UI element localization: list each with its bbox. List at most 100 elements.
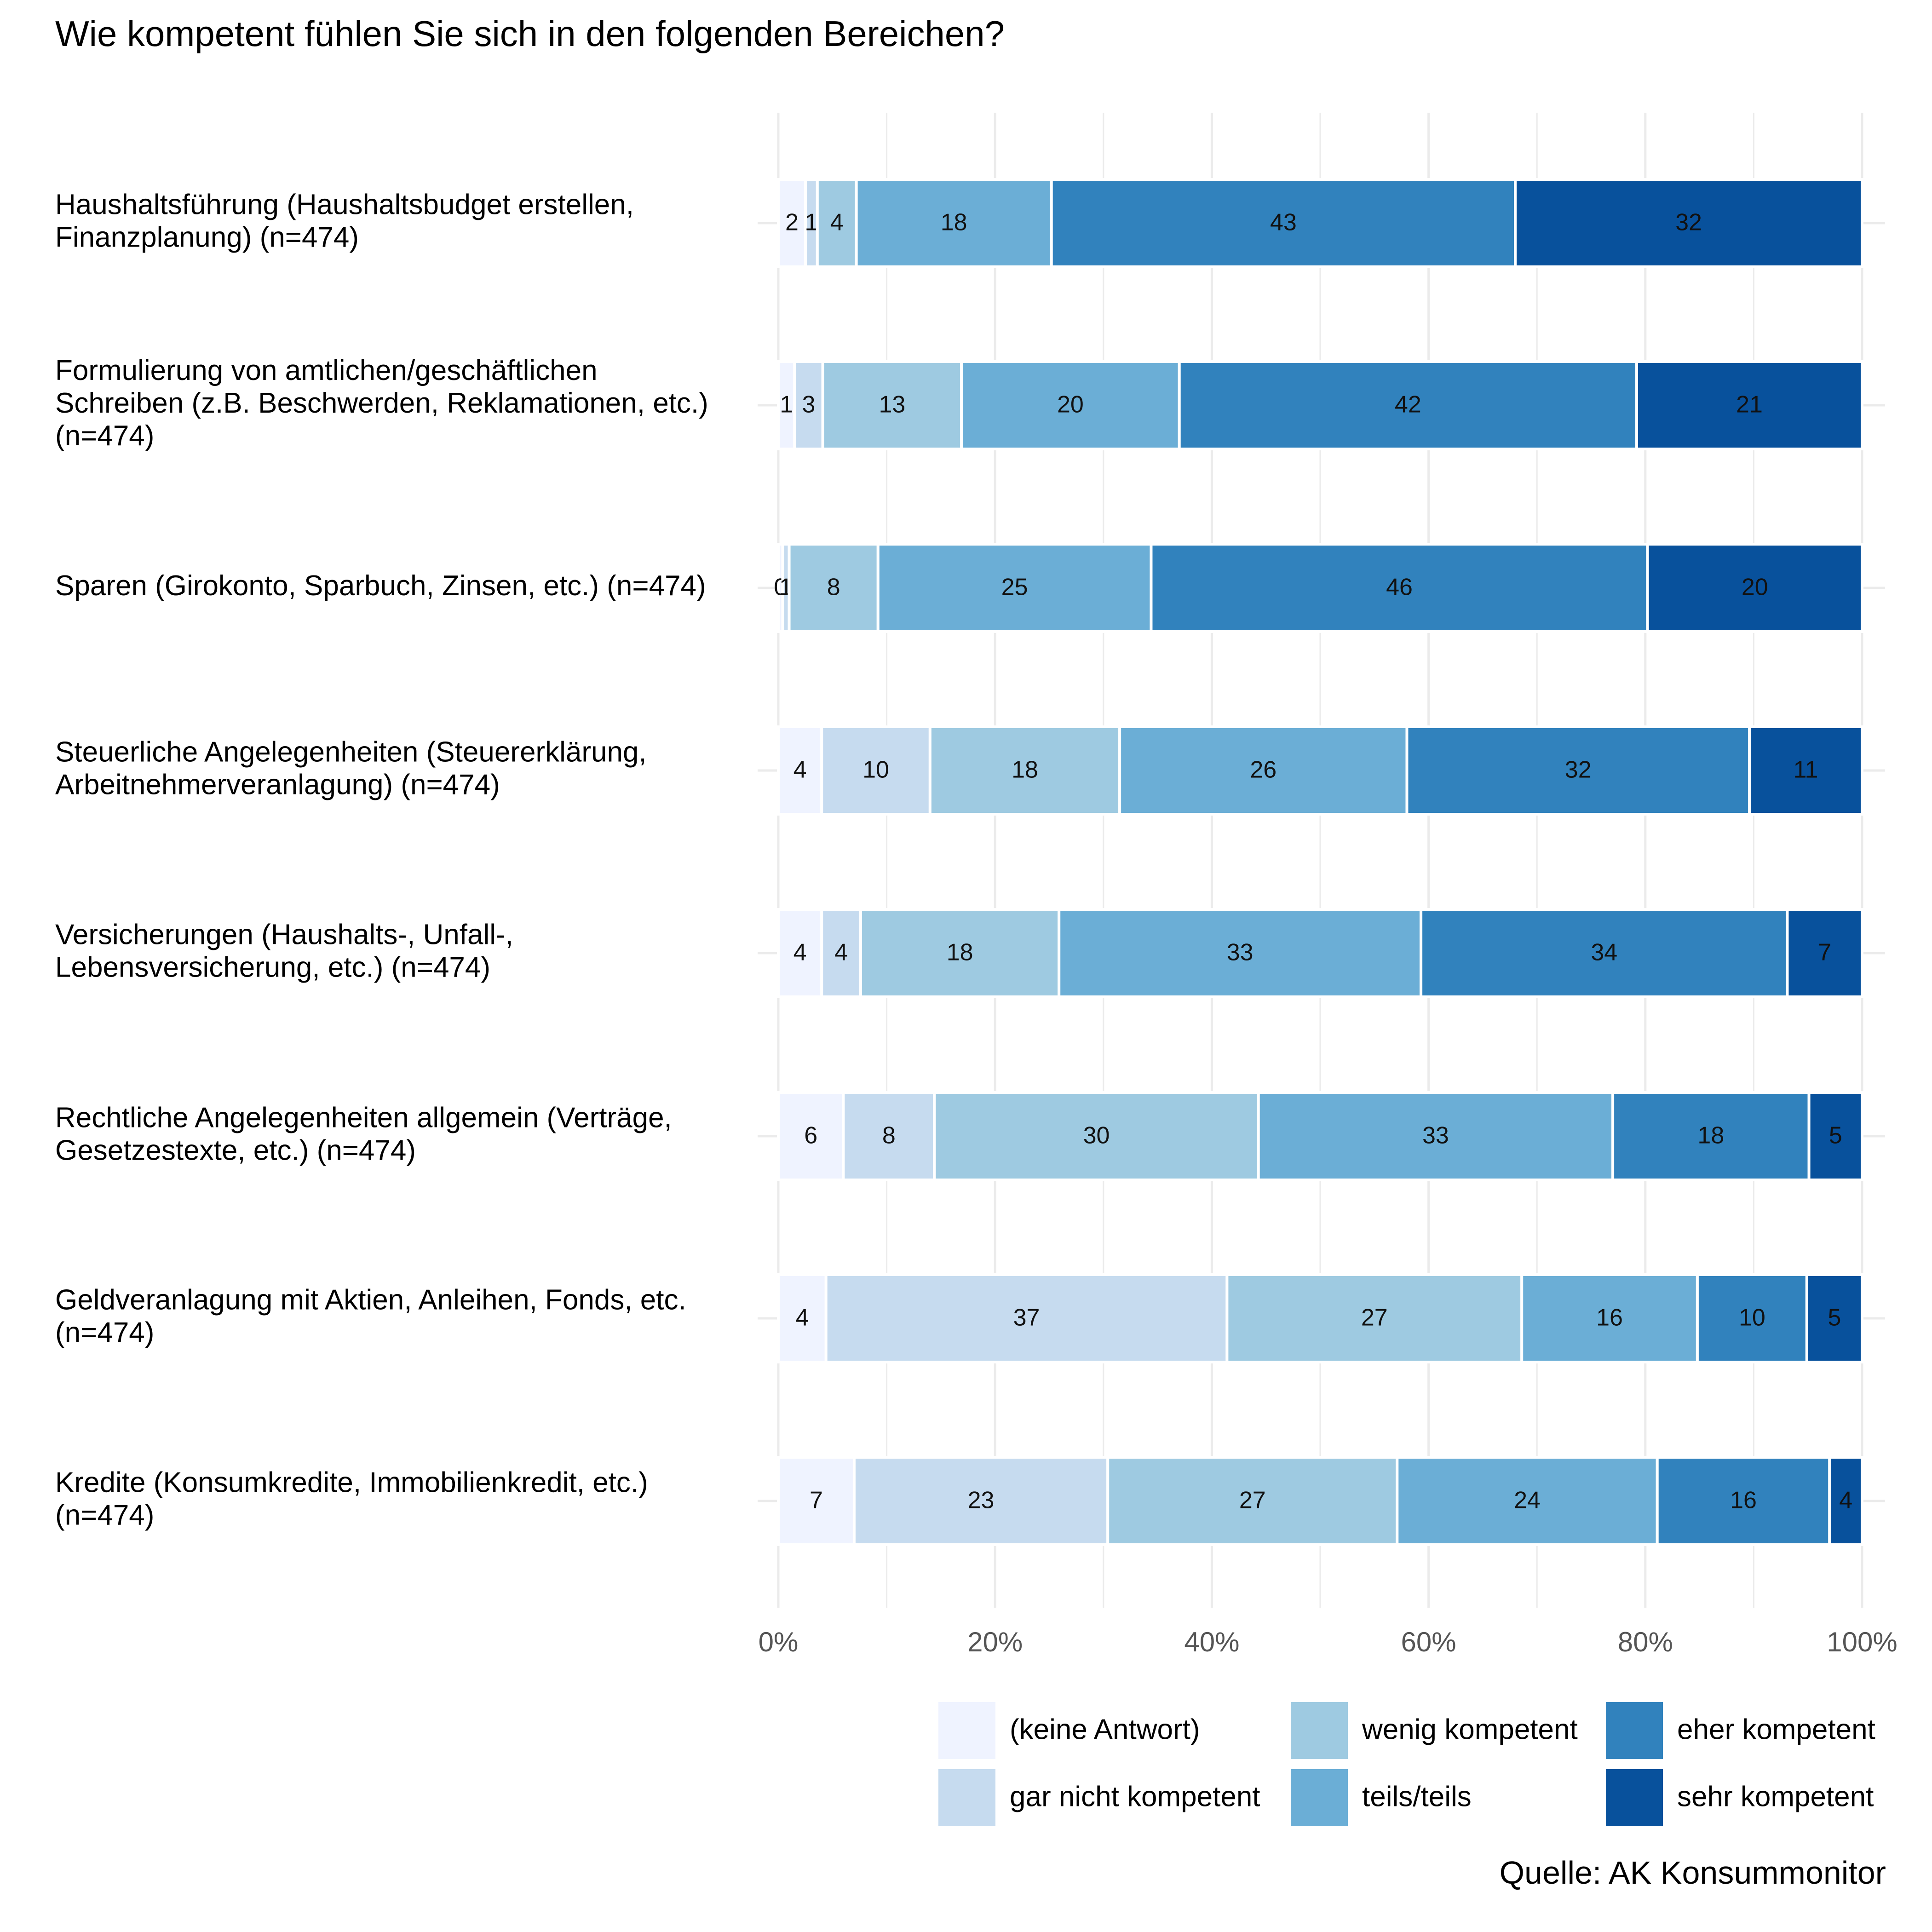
data-label: 33 [1227, 939, 1254, 966]
bar-segment [1805, 1273, 1863, 1363]
x-tick-label: 40% [1184, 1627, 1239, 1657]
bar-segment [1696, 1273, 1808, 1363]
x-tick-label: 0% [759, 1627, 799, 1657]
legend-label: (keine Antwort) [1010, 1714, 1200, 1745]
category-label-line: Arbeitnehmerveranlagung) (n=474) [55, 769, 500, 801]
bar-segment [876, 543, 1153, 633]
bar-segment [1611, 1091, 1811, 1181]
bar-segment [1520, 1273, 1699, 1363]
bar-segment [788, 543, 880, 633]
legend-swatch [1606, 1702, 1663, 1759]
data-label: 6 [804, 1122, 817, 1149]
legend-label: wenig kompetent [1362, 1714, 1578, 1745]
bar-segment [793, 360, 824, 450]
bar-segment [1748, 725, 1864, 816]
legend-swatch [938, 1769, 995, 1826]
data-label: 1 [780, 391, 793, 418]
x-tick-label: 100% [1827, 1627, 1897, 1657]
data-label: 21 [1736, 391, 1763, 418]
data-label: 3 [802, 391, 816, 418]
category-label: Steuerliche Angelegenheiten (Steuererklä… [55, 736, 647, 801]
category-label: Versicherungen (Haushalts-, Unfall-, Lebe… [55, 919, 513, 983]
data-label: 18 [1697, 1122, 1724, 1149]
category-labels: Haushaltsführung (Haushaltsbudget erstel… [55, 189, 708, 1531]
category-label-line: Formulierung von amtlichen/geschäftliche… [55, 355, 598, 386]
category-label-line: Finanzplanung) (n=474) [55, 222, 359, 253]
bar-segment [1635, 360, 1863, 450]
x-tick-label: 60% [1401, 1627, 1456, 1657]
bar-segment [1225, 1273, 1524, 1363]
legend-label: eher kompetent [1677, 1714, 1875, 1745]
bar-segment [1118, 725, 1409, 816]
data-label: 23 [968, 1487, 995, 1514]
data-label: 18 [1012, 757, 1038, 783]
category-label-line: Rechtliche Angelegenheiten allgemein (Ve… [55, 1102, 672, 1134]
data-label: 20 [1057, 391, 1084, 418]
data-label: 43 [1270, 209, 1297, 236]
x-tick-label: 80% [1618, 1627, 1673, 1657]
data-label: 8 [827, 574, 840, 601]
legend-label: teils/teils [1362, 1781, 1472, 1812]
data-label: 5 [1829, 1122, 1842, 1149]
data-label: 37 [1013, 1305, 1040, 1331]
data-label: 4 [830, 209, 844, 236]
category-label-line: Steuerliche Angelegenheiten (Steuererklä… [55, 736, 647, 768]
bar-segment [777, 178, 807, 268]
category-label-line: Kredite (Konsumkredite, Immobilienkredit… [55, 1467, 648, 1499]
bar-segment [824, 1273, 1229, 1363]
category-label-line: Lebensversicherung, etc.) (n=474) [55, 952, 490, 983]
data-label: 30 [1083, 1122, 1110, 1149]
category-label: Geldveranlagung mit Aktien, Anleihen, Fo… [55, 1284, 686, 1349]
category-label: Rechtliche Angelegenheiten allgemein (Ve… [55, 1102, 672, 1167]
bar-segment [1106, 1456, 1399, 1546]
data-label: 13 [879, 391, 905, 418]
bar-segment [1420, 908, 1789, 998]
source-note: Quelle: AK Konsummonitor [1500, 1855, 1886, 1891]
category-label-line: Geldveranlagung mit Aktien, Anleihen, Fo… [55, 1284, 686, 1316]
data-label: 16 [1596, 1305, 1623, 1331]
category-label: Sparen (Girokonto, Sparbuch, Zinsen, etc… [55, 570, 706, 602]
bar-segment [777, 725, 823, 816]
data-label: 32 [1565, 757, 1592, 783]
bar-segment [852, 1456, 1110, 1546]
category-label-line: Haushaltsführung (Haushaltsbudget erstel… [55, 189, 634, 221]
bar-segment [777, 1273, 828, 1363]
data-label: 46 [1386, 574, 1413, 601]
category-label-line: (n=474) [55, 420, 154, 452]
bar-segment [1058, 908, 1423, 998]
legend-swatch [1291, 1769, 1348, 1826]
category-label-line: Sparen (Girokonto, Sparbuch, Zinsen, etc… [55, 570, 706, 602]
category-label-line: (n=474) [55, 1317, 154, 1349]
category-label-line: Gesetzestexte, etc.) (n=474) [55, 1135, 416, 1167]
data-label: 34 [1591, 939, 1617, 966]
bar-segment [820, 908, 862, 998]
bar-segment [1050, 178, 1517, 268]
x-tick-label: 20% [967, 1627, 1023, 1657]
legend-swatch [1291, 1702, 1348, 1759]
bar-segment [859, 908, 1061, 998]
category-label: Formulierung von amtlichen/geschäftliche… [55, 355, 708, 452]
data-label: 4 [794, 757, 807, 783]
category-label-line: Schreiben (z.B. Beschwerden, Reklamation… [55, 387, 708, 419]
category-label: Haushaltsführung (Haushaltsbudget erstel… [55, 189, 634, 253]
bar-segment [855, 178, 1053, 268]
legend-label: sehr kompetent [1677, 1781, 1874, 1812]
grid-lines [758, 113, 1885, 1608]
legend-swatch [938, 1702, 995, 1759]
bar-segment [1807, 1091, 1863, 1181]
bar-segment [1656, 1456, 1831, 1546]
data-label: 1 [805, 209, 818, 236]
data-label: 33 [1422, 1122, 1449, 1149]
data-label: 7 [1818, 939, 1831, 966]
data-label: 11 [1793, 757, 1818, 783]
data-label: 2 [785, 209, 799, 236]
category-label-line: (n=474) [55, 1500, 154, 1531]
data-label: 8 [882, 1122, 896, 1149]
legend-label: gar nicht kompetent [1010, 1781, 1260, 1812]
data-label: 26 [1250, 757, 1276, 783]
bar-segment [1396, 1456, 1659, 1546]
x-axis-ticks: 0% 20% 40% 60% 80% 100% [759, 1627, 1898, 1657]
bar-segment [842, 1091, 936, 1181]
bar-segment [777, 1456, 856, 1546]
